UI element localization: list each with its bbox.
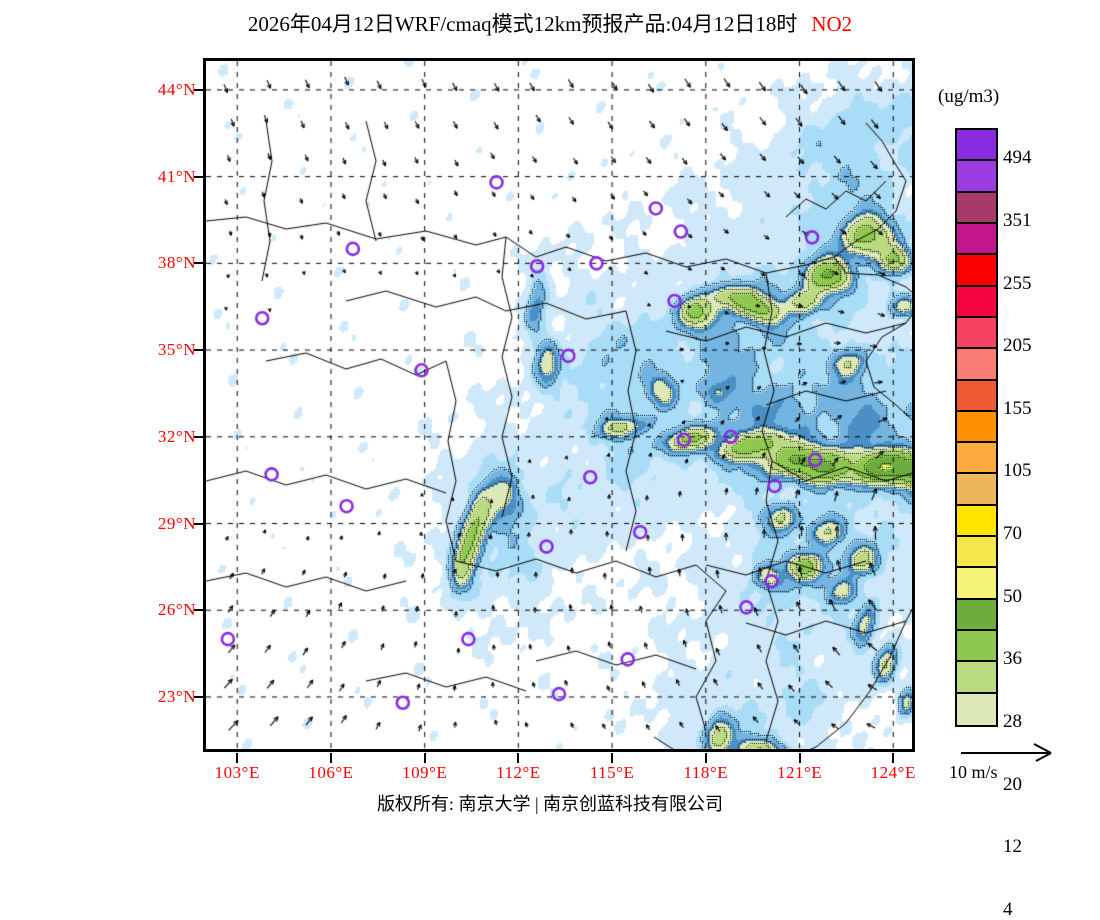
lat-tick-mark [194, 175, 204, 178]
lat-tick-label-41: 41°N [157, 166, 196, 186]
colorbar-band-16 [957, 631, 996, 663]
colorbar-band-10 [957, 443, 996, 475]
lat-tick-label-29: 29°N [157, 513, 196, 533]
colorbar-label-20: 20 [1003, 773, 1022, 795]
colorbar-label-36: 36 [1003, 648, 1022, 670]
wind-vector-scale: 10 m/s [949, 742, 1085, 788]
colorbar-band-8 [957, 380, 996, 412]
lat-tick-label-23: 23°N [157, 686, 196, 706]
lon-tick-label-103: 103°E [214, 763, 260, 782]
colorbar-label-155: 155 [1003, 397, 1032, 419]
colorbar-band-1 [957, 161, 996, 193]
colorbar-band-18 [957, 693, 996, 725]
colorbar-band-0 [957, 130, 996, 162]
lon-tick-label-115: 115°E [589, 763, 635, 782]
colorbar-band-9 [957, 411, 996, 444]
lon-tick-mark [329, 753, 332, 763]
lon-tick-mark [798, 753, 801, 763]
colorbar-label-105: 105 [1003, 460, 1032, 482]
lat-tick-mark [194, 435, 204, 438]
lat-tick-mark [194, 695, 204, 698]
lat-tick-mark [194, 522, 204, 525]
colorbar-label-494: 494 [1003, 147, 1032, 169]
colorbar-band-17 [957, 662, 996, 694]
lon-tick-label-109: 109°E [402, 763, 448, 782]
lon-tick-mark [892, 753, 895, 763]
colorbar-label-351: 351 [1003, 209, 1032, 231]
lat-tick-mark [194, 349, 204, 352]
colorbar-label-255: 255 [1003, 272, 1032, 294]
colorbar-label-50: 50 [1003, 585, 1022, 607]
colorbar-band-15 [957, 599, 996, 631]
title-main-text: 2026年04月12日WRF/cmaq模式12km预报产品:04月12日18时 [247, 12, 798, 36]
copyright-text: 版权所有: 南京大学 | 南京创蓝科技有限公司 [376, 794, 724, 814]
lon-tick-label-106: 106°E [308, 763, 354, 782]
no2-concentration-heatmap [206, 61, 912, 749]
lon-tick-mark [611, 753, 614, 763]
chart-title: 2026年04月12日WRF/cmaq模式12km预报产品:04月12日18时 N… [0, 8, 1100, 38]
forecast-map[interactable] [203, 58, 915, 752]
lat-tick-label-44: 44°N [157, 79, 196, 99]
wind-arrow-icon [961, 743, 1052, 762]
colorbar-band-2 [957, 192, 996, 224]
colorbar-band-13 [957, 537, 996, 569]
colorbar-band-6 [957, 317, 996, 350]
colorbar-label-70: 70 [1003, 523, 1022, 545]
lon-tick-mark [517, 753, 520, 763]
lon-tick-mark [236, 753, 239, 763]
lon-tick-label-124: 124°E [870, 763, 916, 782]
concentration-colorbar[interactable] [955, 128, 998, 727]
colorbar-band-11 [957, 474, 996, 506]
lon-tick-label-121: 121°E [776, 763, 823, 782]
wind-scale-label: 10 m/s [949, 762, 998, 782]
lon-tick-label-118: 118°E [683, 763, 729, 782]
colorbar-label-28: 28 [1003, 711, 1022, 732]
colorbar-label-12: 12 [1003, 836, 1022, 858]
lat-tick-label-38: 38°N [157, 253, 196, 273]
colorbar-units-label: (ug/m3) [938, 86, 1000, 107]
lat-tick-mark [194, 88, 204, 91]
colorbar-band-7 [957, 349, 996, 381]
colorbar-band-12 [957, 505, 996, 538]
copyright-footer: 版权所有: 南京大学 | 南京创蓝科技有限公司 [0, 790, 1100, 816]
lat-tick-label-26: 26°N [157, 600, 196, 620]
lat-tick-label-35: 35°N [157, 340, 196, 360]
colorbar-band-14 [957, 568, 996, 600]
title-species-label: NO2 [811, 12, 853, 36]
colorbar-label-4: 4 [1003, 898, 1013, 920]
lon-tick-label-112: 112°E [496, 763, 541, 782]
colorbar-band-4 [957, 255, 996, 287]
lon-tick-mark [423, 753, 426, 763]
colorbar-band-5 [957, 286, 996, 318]
lat-tick-label-32: 32°N [157, 426, 196, 446]
lon-tick-mark [704, 753, 707, 763]
lat-tick-mark [194, 609, 204, 612]
colorbar-band-3 [957, 223, 996, 256]
lat-tick-mark [194, 262, 204, 265]
colorbar-label-205: 205 [1003, 335, 1032, 357]
